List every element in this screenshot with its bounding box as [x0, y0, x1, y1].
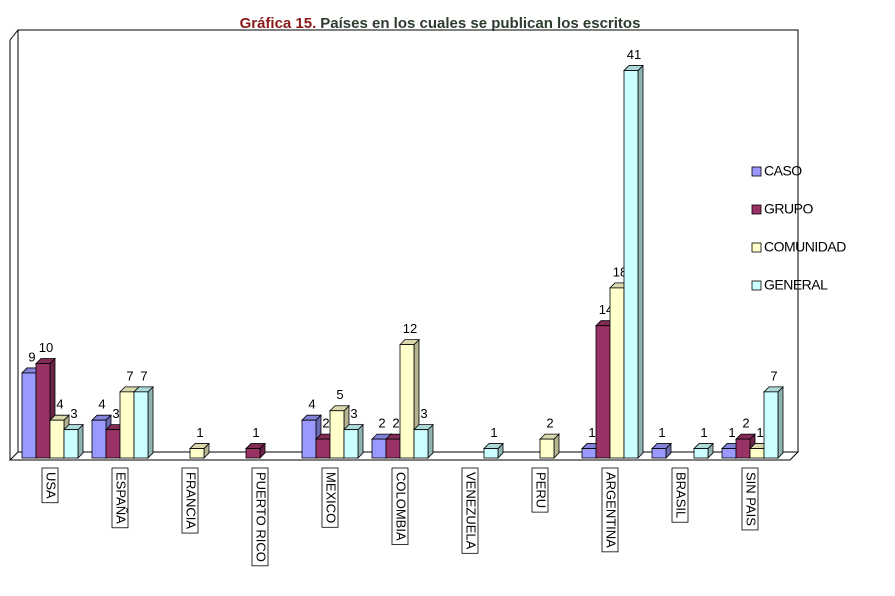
- x-tick-label: BRASIL: [674, 472, 689, 518]
- value-label: 1: [700, 425, 707, 440]
- bar: [651, 448, 667, 459]
- bar: [609, 287, 625, 459]
- category-box: [531, 467, 549, 513]
- bar: [623, 70, 639, 459]
- bar: [133, 391, 149, 459]
- bar: [91, 419, 107, 459]
- category-box: [671, 467, 689, 523]
- bar: [693, 448, 709, 459]
- value-label: 3: [350, 406, 357, 421]
- value-label: 7: [140, 368, 147, 383]
- value-label: 1: [252, 425, 259, 440]
- legend-label: CASO: [764, 163, 802, 179]
- bar-side: [357, 423, 364, 459]
- bar-side: [637, 64, 644, 459]
- category-box: [741, 467, 759, 531]
- value-label: 2: [742, 416, 749, 431]
- bar: [35, 363, 51, 459]
- legend-swatch: [751, 204, 762, 215]
- bar: [329, 410, 345, 459]
- legend-label: GRUPO: [764, 201, 813, 217]
- value-label: 5: [336, 387, 343, 402]
- category-box: [321, 467, 339, 528]
- value-label: 3: [420, 406, 427, 421]
- value-label: 1: [490, 425, 497, 440]
- category-box: [41, 467, 59, 504]
- value-label: 1: [728, 425, 735, 440]
- x-tick-label: COLOMBIA: [394, 472, 409, 541]
- bar: [63, 429, 79, 459]
- bar: [21, 372, 37, 459]
- bar: [763, 391, 779, 459]
- bar-side: [777, 385, 784, 459]
- bar: [315, 438, 331, 459]
- bar: [301, 419, 317, 459]
- category-box: [251, 467, 269, 567]
- bar: [189, 448, 205, 459]
- value-label: 1: [756, 425, 763, 440]
- bar: [721, 448, 737, 459]
- category-box: [461, 467, 479, 554]
- bar: [119, 391, 135, 459]
- value-label: 1: [196, 425, 203, 440]
- value-label: 1: [658, 425, 665, 440]
- x-tick-label: VENEZUELA: [464, 472, 479, 550]
- value-label: 9: [28, 349, 35, 364]
- bar-side: [427, 423, 434, 459]
- bar: [735, 438, 751, 459]
- bar: [49, 419, 65, 459]
- left-wall-edge: [9, 29, 19, 41]
- bar: [371, 438, 387, 459]
- title-number: Gráfica 15.: [240, 15, 317, 32]
- category-box: [181, 467, 199, 534]
- value-label: 4: [98, 397, 105, 412]
- bar: [245, 448, 261, 459]
- x-tick-label: PUERTO RICO: [254, 472, 269, 562]
- bar: [385, 438, 401, 459]
- bar: [595, 325, 611, 459]
- legend-swatch: [751, 280, 762, 291]
- category-box: [111, 467, 129, 529]
- legend-swatch: [751, 242, 762, 253]
- x-tick-label: ARGENTINA: [604, 472, 619, 548]
- x-tick-label: ESPAÑA: [114, 472, 129, 524]
- legend-label: GENERAL: [764, 277, 828, 293]
- legend-swatch: [751, 166, 762, 177]
- value-label: 2: [392, 416, 399, 431]
- bar-side: [77, 423, 84, 459]
- x-tick-label: USA: [44, 472, 59, 499]
- value-label: 12: [403, 321, 417, 336]
- title-text: Países en los cuales se publican los esc…: [320, 15, 640, 32]
- legend-label: COMUNIDAD: [764, 239, 846, 255]
- value-label: 41: [627, 47, 641, 62]
- value-label: 2: [546, 416, 553, 431]
- bar: [105, 429, 121, 459]
- bar: [749, 448, 765, 459]
- value-label: 1: [588, 425, 595, 440]
- value-label: 3: [70, 406, 77, 421]
- value-label: 7: [770, 368, 777, 383]
- value-label: 4: [308, 397, 315, 412]
- value-label: 3: [112, 406, 119, 421]
- x-tick-label: FRANCIA: [184, 472, 199, 529]
- x-tick-label: SIN PAIS: [744, 472, 759, 526]
- value-label: 2: [322, 416, 329, 431]
- x-tick-label: PERU: [534, 472, 549, 508]
- value-label: 10: [39, 340, 53, 355]
- bar: [483, 448, 499, 459]
- value-label: 2: [378, 416, 385, 431]
- x-tick-label: MEXICO: [324, 472, 339, 523]
- bar: [539, 438, 555, 459]
- category-box: [601, 467, 619, 553]
- bar: [413, 429, 429, 459]
- bar: [399, 344, 415, 459]
- category-box: [391, 467, 409, 546]
- bar: [581, 448, 597, 459]
- bar: [343, 429, 359, 459]
- value-label: 7: [126, 368, 133, 383]
- value-label: 4: [56, 397, 63, 412]
- bar-side: [147, 385, 154, 459]
- chart-title: Gráfica 15. Países en los cuales se publi…: [240, 15, 641, 32]
